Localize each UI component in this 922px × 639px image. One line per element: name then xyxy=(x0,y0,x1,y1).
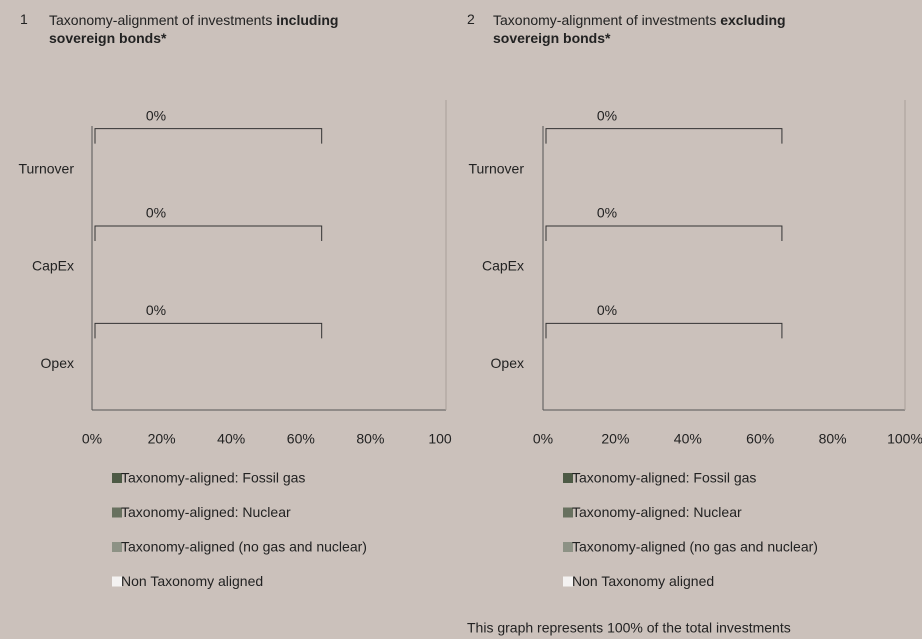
legend-label: Taxonomy-aligned: Nuclear xyxy=(121,504,291,520)
category-label: CapEx xyxy=(32,258,74,274)
aligned-label: 0% xyxy=(146,205,166,221)
legend-label: Taxonomy-aligned: Fossil gas xyxy=(121,470,305,486)
aligned-label: 0% xyxy=(597,302,617,318)
category-label: Turnover xyxy=(18,160,74,176)
x-tick-label: 100% xyxy=(887,431,922,447)
legend-label: Non Taxonomy aligned xyxy=(572,573,714,589)
legend-swatch xyxy=(563,473,573,483)
legend-swatch xyxy=(563,542,573,552)
x-tick-label: 40% xyxy=(217,431,245,447)
chart-number: 2 xyxy=(467,11,475,27)
bracket xyxy=(94,128,323,144)
category-label: Turnover xyxy=(468,160,524,176)
bracket xyxy=(545,225,783,241)
bracket xyxy=(94,322,323,339)
aligned-label: 0% xyxy=(597,107,617,123)
legend-swatch xyxy=(112,542,122,552)
legend-label: Taxonomy-aligned (no gas and nuclear) xyxy=(572,539,818,555)
title-text: Taxonomy-alignment of investments xyxy=(493,12,717,28)
x-tick-label: 60% xyxy=(287,431,315,447)
x-tick-label: 0% xyxy=(82,431,102,447)
legend-label: Non Taxonomy aligned xyxy=(121,573,263,589)
category-label: Opex xyxy=(41,355,74,371)
note: This graph represents 100% of the total … xyxy=(467,620,791,636)
category-label: CapEx xyxy=(482,258,524,274)
category-label: Opex xyxy=(491,355,524,371)
x-tick-label: 80% xyxy=(819,431,847,447)
x-tick-label: 40% xyxy=(674,431,702,447)
aligned-label: 0% xyxy=(146,302,166,318)
title-bold: excluding sovereign bonds* xyxy=(493,12,786,46)
x-tick-label: 0% xyxy=(533,431,553,447)
bracket xyxy=(545,128,783,144)
x-tick-label: 80% xyxy=(356,431,384,447)
title-bold: including sovereign bonds* xyxy=(49,12,339,46)
legend-swatch xyxy=(563,507,573,518)
x-tick-label: 100 xyxy=(428,431,452,447)
chart-title: Taxonomy-alignment of investments includ… xyxy=(49,11,349,47)
legend-swatch xyxy=(112,576,122,587)
chart-number: 1 xyxy=(20,11,28,27)
title-text: Taxonomy-alignment of investments xyxy=(49,12,273,28)
aligned-label: 0% xyxy=(146,107,166,123)
bracket xyxy=(94,225,323,241)
legend-label: Taxonomy-aligned: Nuclear xyxy=(572,504,742,520)
chart-title: Taxonomy-alignment of investments exclud… xyxy=(493,11,793,47)
legend-swatch xyxy=(563,576,573,587)
legend-swatch xyxy=(112,507,122,518)
legend-label: Taxonomy-aligned (no gas and nuclear) xyxy=(121,539,367,555)
x-tick-label: 60% xyxy=(746,431,774,447)
legend-swatch xyxy=(112,473,122,483)
bracket xyxy=(545,322,783,339)
aligned-label: 0% xyxy=(597,205,617,221)
x-tick-label: 20% xyxy=(148,431,176,447)
legend-label: Taxonomy-aligned: Fossil gas xyxy=(572,470,756,486)
x-tick-label: 20% xyxy=(601,431,629,447)
